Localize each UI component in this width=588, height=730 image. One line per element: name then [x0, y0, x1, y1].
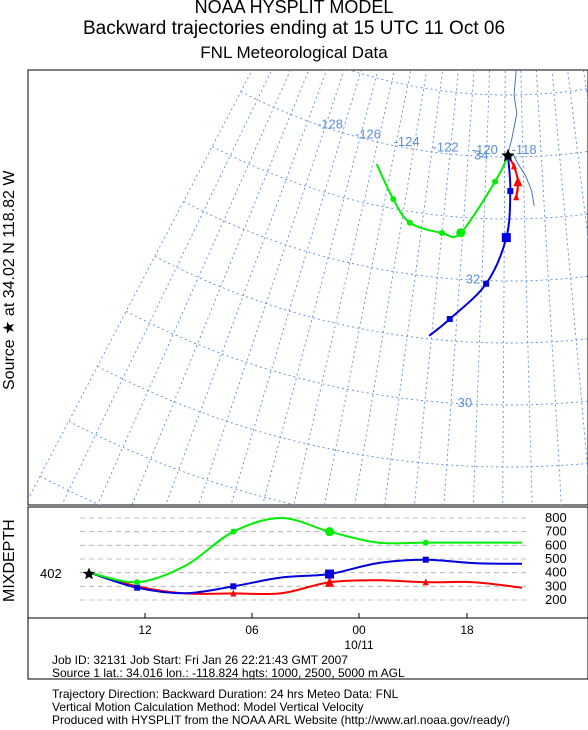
info-vertical-method: Vertical Motion Calculation Method: Mode… [52, 700, 364, 714]
latitude-gridline [39, 475, 102, 505]
blue-trajectory-marker [483, 280, 490, 287]
longitude-gridline [28, 70, 253, 501]
profile-source-star-icon [82, 567, 96, 580]
blue-trajectory-marker [446, 316, 453, 323]
profile-xtick-label: 18 [460, 623, 474, 637]
profile-ytick-label: 300 [545, 578, 567, 593]
profile-ytick-label: 400 [545, 565, 567, 580]
longitude-gridline [293, 70, 395, 505]
longitude-gridline [230, 70, 362, 505]
green-trajectory-marker [456, 228, 466, 238]
longitude-gridline [131, 70, 310, 505]
red-trajectory-marker [510, 162, 517, 170]
green-profile-line [88, 516, 522, 584]
profile-ytick-label: 800 [545, 510, 567, 525]
chart-subtitle: Backward trajectories ending at 15 UTC 1… [82, 18, 506, 39]
profile-frame [27, 506, 588, 680]
longitude-gridline [568, 0, 588, 635]
longitude-gridline [551, 70, 588, 478]
green-trajectory-marker [492, 178, 499, 185]
profile-ytick-label: 200 [545, 592, 567, 607]
longitude-gridline [262, 70, 379, 505]
latitude-gridline [125, 310, 588, 406]
source-location-label: Source ★ at 34.02 N 118.82 W [1, 170, 18, 390]
red-profile-line [88, 571, 523, 596]
green-profile-marker [230, 528, 237, 535]
profile-ytick-label: 700 [545, 524, 567, 539]
latitude-label: 34 [474, 148, 488, 163]
meteo-data-label: FNL Meteorological Data [200, 43, 388, 62]
green-profile-marker [325, 527, 335, 537]
profile-xtick-label: 12 [138, 623, 152, 637]
longitude-gridline [520, 70, 533, 505]
profile-xtick-label: 06 [245, 623, 259, 637]
longitude-gridline [165, 70, 328, 505]
longitude-gridline [472, 70, 491, 505]
blue-profile-line [88, 558, 523, 595]
red-profile-marker [325, 576, 335, 587]
source-star-icon [501, 148, 515, 162]
latitude-label: 32 [466, 271, 480, 286]
latitude-gridline [68, 420, 299, 505]
longitude-label: -122 [433, 139, 459, 154]
green-trajectory-marker [390, 196, 397, 203]
blue-profile-marker [422, 556, 429, 563]
longitude-gridline [443, 70, 475, 505]
info-direction: Trajectory Direction: Backward Duration:… [52, 687, 399, 701]
latitude-gridline [298, 0, 588, 33]
info-job: Job ID: 32131 Job Start: Fri Jan 26 22:2… [52, 653, 348, 667]
blue-profile-marker [230, 583, 237, 590]
green-trajectory-marker [438, 230, 445, 237]
red-profile-marker [422, 578, 429, 586]
latitude-gridline [11, 531, 588, 653]
latitude-gridline [97, 365, 588, 468]
latitude-gridline [183, 200, 588, 282]
latitude-gridline [348, 70, 588, 96]
latitude-label: 30 [458, 395, 472, 410]
blue-trajectory-marker [507, 188, 514, 195]
longitude-gridline [384, 70, 444, 505]
profile-ytick-label: 500 [545, 551, 567, 566]
latitude-gridline [211, 146, 588, 220]
green-profile-marker [134, 579, 141, 586]
red-profile-marker [230, 589, 237, 597]
green-trajectory-marker [406, 219, 413, 226]
info-source: Source 1 lat.: 34.016 lon.: -118.824 hgt… [52, 666, 405, 680]
red-trajectory-marker [513, 193, 520, 201]
longitude-label: -118 [512, 142, 537, 157]
longitude-label: -124 [394, 134, 420, 149]
profile-ytick-label: 600 [545, 537, 567, 552]
map-frame [27, 69, 588, 506]
coastline [507, 70, 535, 207]
longitude-gridline [579, 0, 588, 628]
green-profile-marker [422, 539, 429, 546]
longitude-gridline [61, 70, 273, 505]
longitude-gridline [198, 70, 345, 505]
blue-profile-marker [134, 584, 141, 591]
blue-trajectory-marker [501, 233, 511, 243]
info-produced: Produced with HYSPLIT from the NOAA ARL … [52, 713, 510, 727]
longitude-label: -120 [472, 142, 498, 157]
chart-title: NOAA HYSPLIT MODEL [194, 0, 394, 17]
blue-profile-marker [325, 569, 335, 579]
mixdepth-axis-label: MIXDEPTH [1, 519, 18, 602]
longitude-label: -128 [317, 116, 343, 131]
longitude-gridline [96, 70, 291, 505]
profile-xtick-label: 00 [352, 623, 366, 637]
profile-date-label: 10/11 [344, 638, 373, 652]
red-trajectory-marker [513, 176, 523, 187]
longitude-gridline [502, 70, 506, 505]
longitude-gridline [414, 70, 459, 505]
longitude-label: -126 [355, 126, 381, 141]
blue-trajectory-2500m [428, 155, 512, 337]
mixdepth-value: 402 [40, 566, 62, 581]
green-trajectory-5000m [375, 155, 509, 239]
